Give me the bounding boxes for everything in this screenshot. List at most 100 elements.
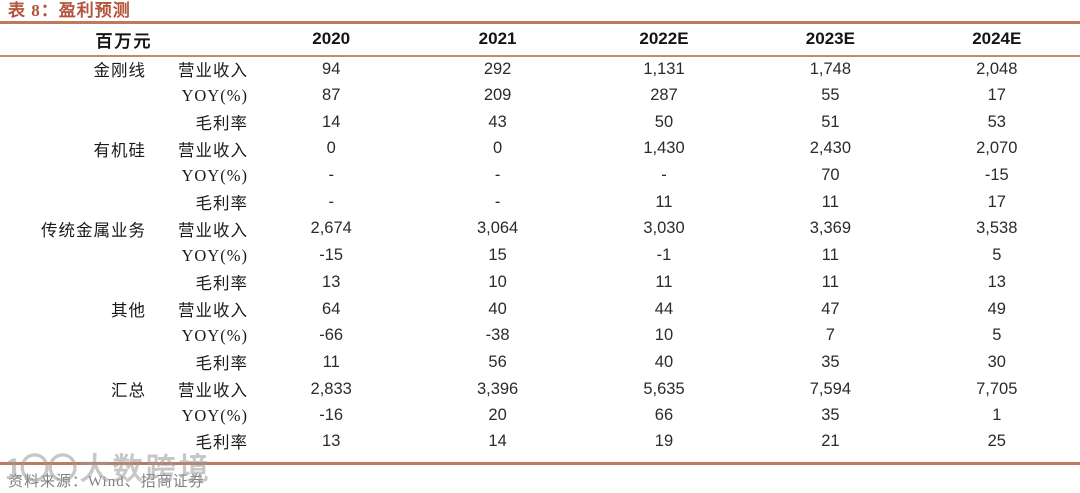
table-row: 毛利率 13 14 19 21 25	[0, 429, 1080, 464]
metric-cell: 毛利率	[195, 433, 248, 453]
unit-header: 百万元	[0, 22, 248, 57]
table-body: 金刚线 营业收入 94 292 1,131 1,748 2,048 YOY(%)…	[0, 56, 1080, 464]
value-cell: 7,594	[809, 379, 852, 398]
metric-cell: 营业收入	[178, 381, 248, 401]
group-cell: 其他	[111, 301, 146, 321]
table-row: YOY(%) -15 15 -1 11 5	[0, 242, 1080, 269]
value-cell: 35	[821, 406, 840, 425]
metric-cell: 毛利率	[195, 354, 248, 374]
group-cell	[0, 82, 148, 109]
group-cell	[0, 322, 148, 349]
group-cell: 传统金属业务	[41, 220, 146, 240]
value-cell: 2,430	[809, 139, 852, 158]
value-cell: 11	[821, 246, 839, 265]
value-cell: 66	[654, 406, 674, 425]
group-cell: 金刚线	[93, 61, 146, 81]
value-cell: -66	[319, 326, 344, 345]
table-header: 百万元 2020 2021 2022E 2023E 2024E	[0, 22, 1080, 57]
group-cell	[0, 162, 148, 189]
value-cell: -	[661, 166, 667, 185]
metric-cell: YOY(%)	[181, 165, 248, 185]
value-cell: 30	[987, 352, 1006, 371]
table-row: 传统金属业务 营业收入 2,674 3,064 3,030 3,369 3,53…	[0, 216, 1080, 243]
value-cell: 5	[992, 246, 1002, 265]
value-cell: -	[328, 166, 334, 185]
metric-cell: 营业收入	[178, 61, 248, 81]
group-cell	[0, 349, 148, 376]
table-row: YOY(%) -66 -38 10 7 5	[0, 322, 1080, 349]
value-cell: 3,396	[476, 379, 519, 398]
value-cell: 49	[987, 299, 1006, 318]
value-cell: 56	[488, 352, 507, 371]
value-cell: 1,748	[809, 59, 852, 78]
metric-cell: YOY(%)	[181, 245, 248, 265]
value-cell: 5	[992, 326, 1002, 345]
table-row: 有机硅 营业收入 0 0 1,430 2,430 2,070	[0, 136, 1080, 163]
value-cell: 7	[825, 326, 835, 345]
value-cell: 64	[322, 299, 341, 318]
table-row: 毛利率 - - 11 11 17	[0, 189, 1080, 216]
value-cell: 11	[821, 192, 839, 211]
value-cell: 20	[488, 406, 507, 425]
table-row: 金刚线 营业收入 94 292 1,131 1,748 2,048	[0, 56, 1080, 83]
value-cell: -	[328, 192, 334, 211]
value-cell: 0	[492, 139, 503, 158]
value-cell: -38	[485, 326, 510, 345]
value-cell: 2,674	[310, 219, 352, 238]
value-cell: 47	[821, 299, 840, 318]
value-cell: 17	[987, 86, 1006, 105]
value-cell: 21	[821, 431, 840, 450]
value-cell: 51	[821, 112, 840, 131]
value-cell: 53	[987, 112, 1006, 131]
value-cell: 209	[483, 86, 512, 105]
group-cell	[0, 269, 148, 296]
value-cell: 11	[655, 192, 673, 211]
value-cell: -	[494, 192, 501, 211]
group-cell: 汇总	[111, 381, 146, 401]
value-cell: 55	[821, 86, 840, 105]
table-row: YOY(%) - - - 70 -15	[0, 162, 1080, 189]
metric-cell: YOY(%)	[181, 405, 248, 425]
value-cell: 292	[483, 59, 512, 78]
metric-cell: 营业收入	[178, 140, 248, 160]
value-cell: 44	[654, 299, 674, 318]
value-cell: 50	[654, 112, 674, 131]
value-cell: 7,705	[976, 379, 1018, 398]
value-cell: 11	[821, 272, 839, 291]
table-row: YOY(%) -16 20 66 35 1	[0, 402, 1080, 429]
value-cell: 3,538	[976, 219, 1018, 238]
value-cell: 19	[654, 431, 674, 450]
value-cell: 10	[488, 272, 507, 291]
year-header-2020: 2020	[248, 22, 415, 57]
table-row: 其他 营业收入 64 40 44 47 49	[0, 296, 1080, 323]
value-cell: 14	[322, 112, 341, 131]
value-cell: 87	[322, 86, 341, 105]
table-row: 汇总 营业收入 2,833 3,396 5,635 7,594 7,705	[0, 376, 1080, 403]
group-cell	[0, 189, 148, 216]
value-cell: 13	[322, 431, 341, 450]
metric-cell: 毛利率	[195, 114, 248, 134]
value-cell: 1	[992, 406, 1002, 425]
value-cell: 40	[654, 352, 674, 371]
group-cell: 有机硅	[93, 140, 146, 160]
year-header-2023e: 2023E	[747, 22, 914, 57]
value-cell: -16	[319, 406, 344, 425]
value-cell: -15	[319, 246, 344, 265]
metric-cell: 毛利率	[195, 274, 248, 294]
value-cell: 2,048	[976, 59, 1018, 78]
group-cell	[0, 402, 148, 429]
value-cell: 3,369	[809, 219, 852, 238]
metric-cell: YOY(%)	[181, 85, 248, 105]
group-cell	[0, 109, 148, 136]
table-row: 毛利率 13 10 11 11 13	[0, 269, 1080, 296]
value-cell: 35	[821, 352, 840, 371]
value-cell: 11	[322, 352, 340, 371]
value-cell: 287	[650, 86, 678, 105]
value-cell: 2,833	[310, 379, 352, 398]
group-cell	[0, 242, 148, 269]
metric-cell: 营业收入	[178, 301, 248, 321]
value-cell: 2,070	[976, 139, 1018, 158]
value-cell: 43	[488, 112, 507, 131]
value-cell: -1	[656, 246, 672, 265]
value-cell: 40	[488, 299, 507, 318]
